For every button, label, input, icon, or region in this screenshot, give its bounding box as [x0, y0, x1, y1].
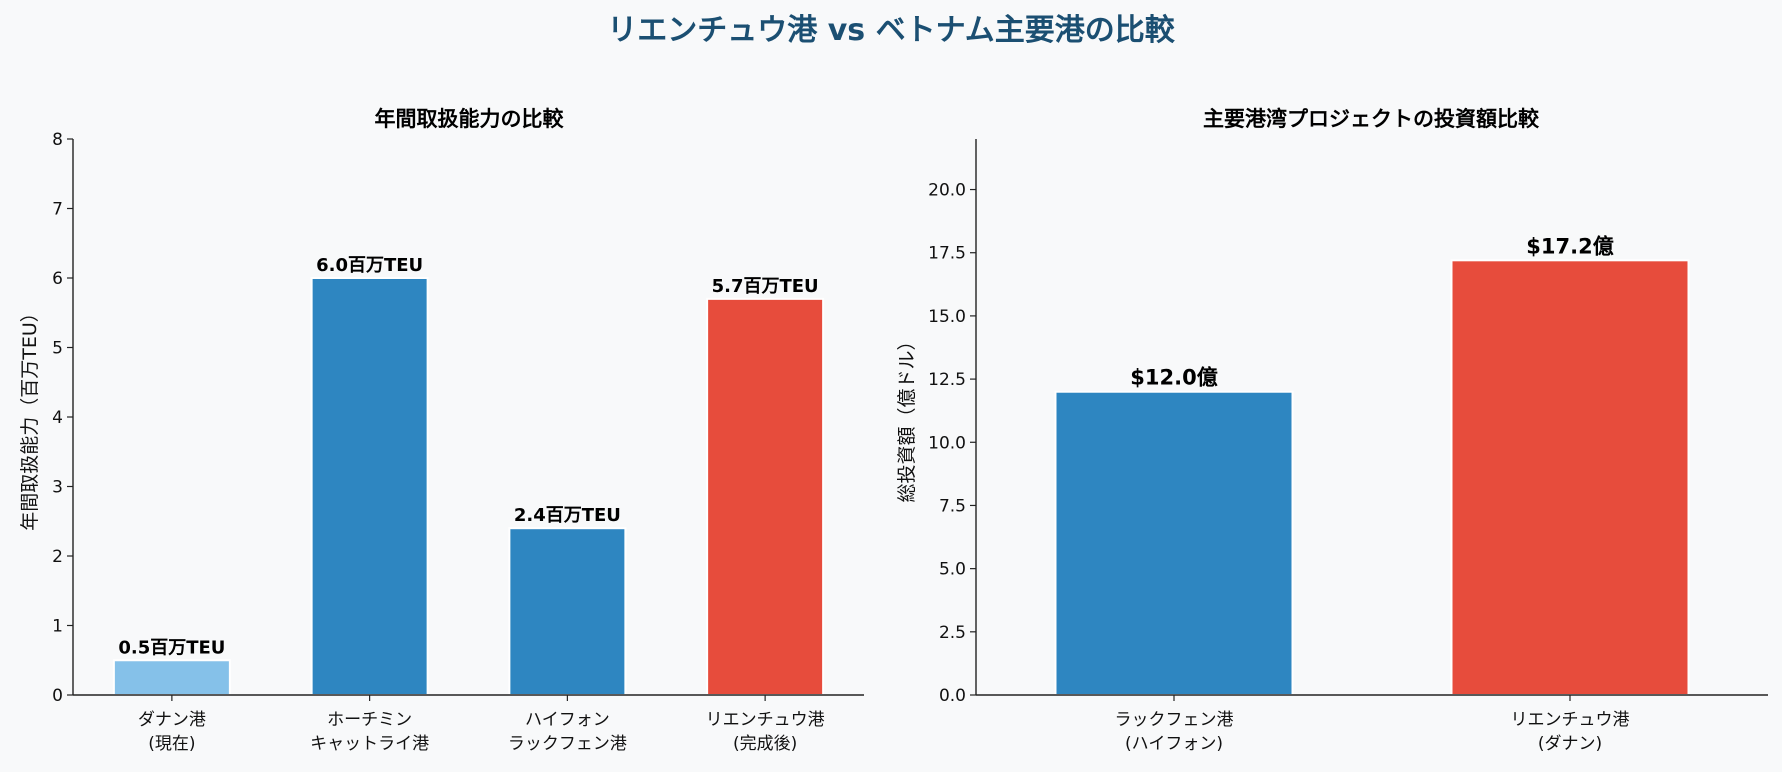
x-tick-label-line: ホーチミン — [327, 710, 412, 730]
x-tick-label-line: リエンチュウ港 — [706, 710, 825, 730]
x-tick-label: リエンチュウ港 (ダナン) — [1511, 710, 1630, 754]
y-tick-label: 2.5 — [939, 623, 966, 643]
bar — [310, 277, 429, 696]
chart-title: 年間取扱能力の比較 — [375, 107, 565, 131]
y-tick-label: 6 — [52, 269, 63, 289]
y-axis-label: 総投資額（億ドル） — [896, 331, 918, 502]
x-tick-label: リエンチュウ港 (完成後) — [706, 710, 825, 754]
data-label: $12.0億 — [1130, 366, 1217, 390]
x-tick-label-line: (現在) — [148, 734, 195, 754]
y-tick-label: 4 — [52, 408, 63, 428]
y-tick-label: 15.0 — [928, 307, 966, 327]
x-tick-label-line: ラックフェン港 — [1115, 710, 1234, 730]
y-tick-label: 3 — [52, 478, 63, 498]
data-label: 2.4百万TEU — [514, 505, 621, 526]
y-tick-label: 20.0 — [928, 181, 966, 201]
x-tick-label: ハイフォンラックフェン港 — [508, 710, 627, 754]
y-tick-label: 10.0 — [928, 433, 966, 453]
x-tick-label: ラックフェン港 (ハイフォン) — [1115, 710, 1234, 754]
y-tick-label: 5 — [52, 339, 63, 359]
data-label: 5.7百万TEU — [712, 276, 819, 297]
x-tick-label: ホーチミンキャットライ港 — [310, 710, 429, 754]
y-axis-label: 年間取扱能力（百万TEU） — [19, 303, 41, 531]
data-label: 6.0百万TEU — [316, 255, 423, 276]
y-tick-label: 17.5 — [928, 244, 966, 264]
chart-title: 主要港湾プロジェクトの投資額比較 — [1203, 107, 1540, 131]
y-tick-label: 1 — [52, 617, 63, 637]
bar — [112, 659, 231, 696]
y-tick-label: 5.0 — [939, 560, 966, 580]
figure-title: リエンチュウ港 vs ベトナム主要港の比較 — [607, 13, 1175, 48]
y-tick-label: 8 — [52, 130, 63, 150]
data-label: $17.2億 — [1526, 234, 1613, 258]
data-label: 0.5百万TEU — [118, 637, 225, 658]
x-tick-label: ダナン港 (現在) — [138, 710, 206, 754]
bar — [1450, 259, 1690, 696]
x-tick-label-line: ラックフェン港 — [508, 734, 627, 754]
x-tick-label-line: リエンチュウ港 — [1511, 710, 1630, 730]
x-tick-label-line: キャットライ港 — [310, 734, 429, 754]
bar — [706, 297, 825, 696]
y-tick-label: 7 — [52, 200, 63, 220]
y-tick-label: 7.5 — [939, 496, 966, 516]
y-tick-label: 0 — [52, 686, 63, 706]
x-tick-label-line: (ダナン) — [1538, 734, 1602, 754]
bar — [508, 527, 627, 697]
y-tick-label: 12.5 — [928, 370, 966, 390]
x-tick-label-line: ダナン港 — [138, 710, 206, 730]
y-tick-label: 0.0 — [939, 686, 966, 706]
x-tick-label-line: ハイフォン — [525, 710, 610, 730]
x-tick-label-line: (ハイフォン) — [1125, 734, 1223, 754]
bar — [1054, 390, 1294, 696]
y-tick-label: 2 — [52, 547, 63, 567]
x-tick-label-line: (完成後) — [733, 734, 797, 754]
